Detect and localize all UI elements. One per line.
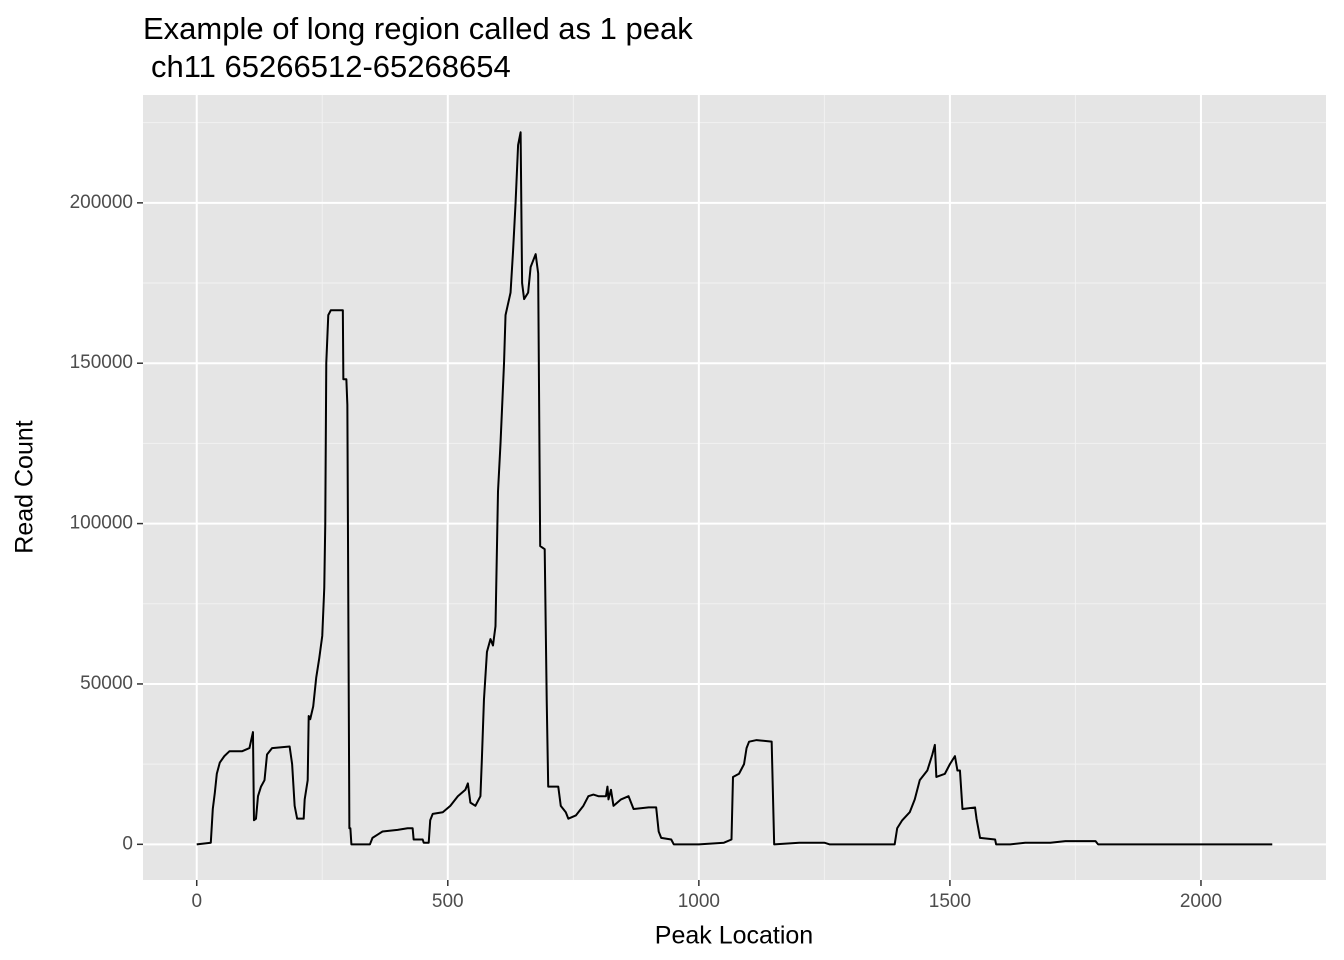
data-line	[196, 131, 1273, 846]
x-tick-label: 0	[191, 891, 202, 912]
y-tick-label: 200000	[70, 192, 133, 213]
y-tick-label: 100000	[70, 513, 133, 534]
y-tick-label: 150000	[70, 352, 133, 373]
y-axis-title: Read Count	[11, 420, 39, 553]
grid	[143, 95, 1326, 880]
chart-subtitle: ch11 65266512-65268654	[151, 49, 511, 84]
y-tick-label: 50000	[80, 673, 133, 694]
x-tick-label: 2000	[1180, 891, 1222, 912]
chart-title: Example of long region called as 1 peak	[143, 11, 693, 46]
panel	[143, 95, 1326, 880]
x-tick-label: 500	[432, 891, 464, 912]
x-axis-title: Peak Location	[655, 922, 813, 950]
y-tick-label: 0	[122, 833, 133, 854]
x-tick-label: 1000	[678, 891, 720, 912]
plot-area	[196, 131, 1273, 846]
x-tick-label: 1500	[929, 891, 971, 912]
